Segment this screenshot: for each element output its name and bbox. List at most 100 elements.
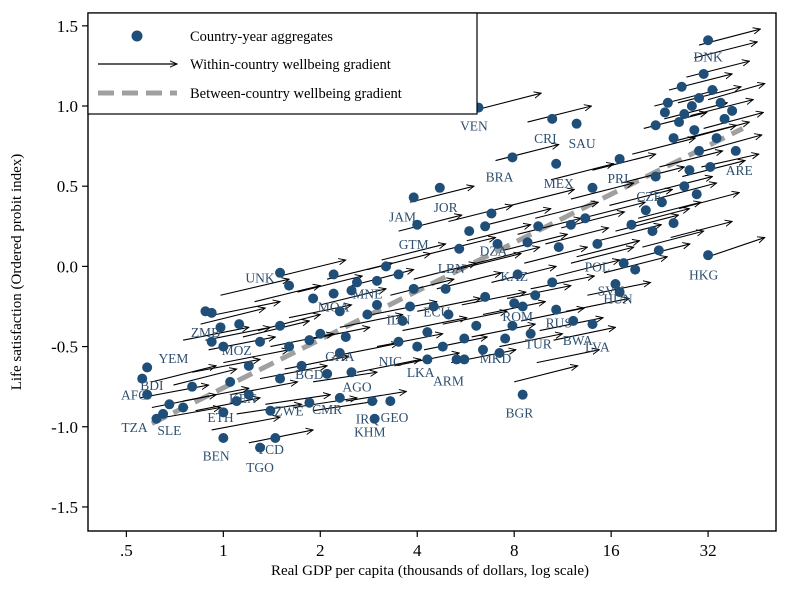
country-year-point <box>346 285 357 296</box>
country-year-point <box>231 396 242 407</box>
country-labels-layer: DNK VEN CRI SAU ARE BRA MEX PRI JAM JOR CZE GTM DZA P… <box>121 49 753 475</box>
country-label-cze: CZE <box>636 189 662 204</box>
within-country-arrow <box>417 298 481 312</box>
country-year-point <box>381 261 392 272</box>
within-country-arrow <box>514 366 578 383</box>
within-country-arrow <box>376 334 443 348</box>
within-country-arrow <box>642 231 703 248</box>
country-year-point <box>565 219 576 230</box>
country-year-point <box>164 399 175 410</box>
country-year-point <box>296 360 307 371</box>
country-point-cmr <box>334 392 345 403</box>
country-year-point <box>698 68 709 79</box>
country-point-idn <box>405 301 416 312</box>
country-point-bgd <box>322 368 333 379</box>
country-year-point <box>679 181 690 192</box>
country-year-point <box>656 197 667 208</box>
within-country-arrow <box>536 350 600 364</box>
within-country-arrow <box>390 279 454 296</box>
country-year-point <box>640 205 651 216</box>
within-country-arrow <box>592 154 655 171</box>
within-country-arrow <box>230 382 297 396</box>
within-country-arrow <box>627 209 690 226</box>
within-country-arrow <box>151 366 216 383</box>
country-point-mex <box>551 158 562 169</box>
within-country-arrow <box>478 93 542 110</box>
country-label-hun: HUN <box>603 291 632 306</box>
country-label-jam: JAM <box>389 210 416 225</box>
within-country-arrow <box>173 369 236 386</box>
country-point-dza <box>492 238 503 249</box>
within-country-arrow <box>279 260 346 277</box>
within-country-arrow <box>545 228 608 245</box>
country-point-ken <box>243 389 254 400</box>
country-point-bdi <box>137 373 148 384</box>
within-country-arrow <box>381 244 446 261</box>
country-year-point <box>679 109 690 120</box>
legend-label: Country-year aggregates <box>190 29 333 45</box>
country-point-bgr <box>517 389 528 400</box>
y-tick-label: -1.0 <box>51 418 78 437</box>
within-country-arrow <box>195 398 260 412</box>
within-country-arrow <box>530 276 595 290</box>
country-label-lbn: LBN <box>438 261 465 276</box>
country-year-point <box>340 331 351 342</box>
country-year-point <box>255 336 266 347</box>
within-country-arrow <box>211 417 280 431</box>
within-country-arrow <box>216 302 280 316</box>
within-country-arrow <box>576 241 640 258</box>
country-year-point <box>727 105 738 116</box>
country-point-hkg <box>703 250 714 261</box>
country-point-ben <box>218 432 229 443</box>
country-label-sau: SAU <box>569 136 596 151</box>
country-year-point <box>662 97 673 108</box>
country-year-point <box>480 221 491 232</box>
country-year-point <box>486 208 497 219</box>
within-country-arrow <box>293 398 357 409</box>
within-country-arrow <box>220 279 290 296</box>
country-year-point <box>676 81 687 92</box>
within-country-arrow <box>527 106 592 123</box>
within-country-arrow <box>257 314 320 332</box>
country-label-irq: IRQ <box>356 412 380 427</box>
country-label-ven: VEN <box>460 118 488 133</box>
within-country-arrow <box>305 327 370 341</box>
x-tick-label: 8 <box>510 541 519 560</box>
country-point-cze <box>650 171 661 182</box>
within-country-arrow <box>248 430 313 444</box>
country-point-moz <box>218 341 229 352</box>
country-label-yem: YEM <box>158 351 188 366</box>
country-label-cmr: CMR <box>312 402 342 417</box>
country-label-moa: MOA <box>318 299 350 314</box>
country-year-point <box>587 182 598 193</box>
country-year-point <box>459 333 470 344</box>
country-label-nic: NIC <box>379 354 402 369</box>
country-label-mkd: MKD <box>480 351 512 366</box>
country-point-tza <box>151 413 162 424</box>
country-point-eth <box>218 407 229 418</box>
country-year-point <box>408 283 419 294</box>
within-country-arrow <box>550 164 614 181</box>
within-country-arrow <box>223 350 289 364</box>
within-country-arrow <box>182 388 249 402</box>
within-country-arrow <box>242 321 309 338</box>
country-label-tgo: TGO <box>246 460 274 475</box>
legend: Country-year aggregates Within-country we… <box>87 12 478 115</box>
country-year-point <box>459 354 470 365</box>
country-year-point <box>715 97 726 108</box>
country-year-point <box>711 133 722 144</box>
x-tick-label: .5 <box>120 541 133 560</box>
x-tick-label: 16 <box>603 541 620 560</box>
within-country-arrow <box>372 302 437 316</box>
country-year-point <box>412 341 423 352</box>
within-country-arrow <box>495 145 559 162</box>
within-country-arrow <box>476 247 539 264</box>
country-year-point <box>719 113 730 124</box>
within-country-arrow <box>259 366 327 380</box>
country-point-ago <box>346 367 357 378</box>
within-country-arrow <box>707 84 765 101</box>
country-point-yem <box>206 336 217 347</box>
within-country-arrow <box>320 289 386 306</box>
country-year-point <box>507 320 518 331</box>
country-point-bra <box>507 152 518 163</box>
